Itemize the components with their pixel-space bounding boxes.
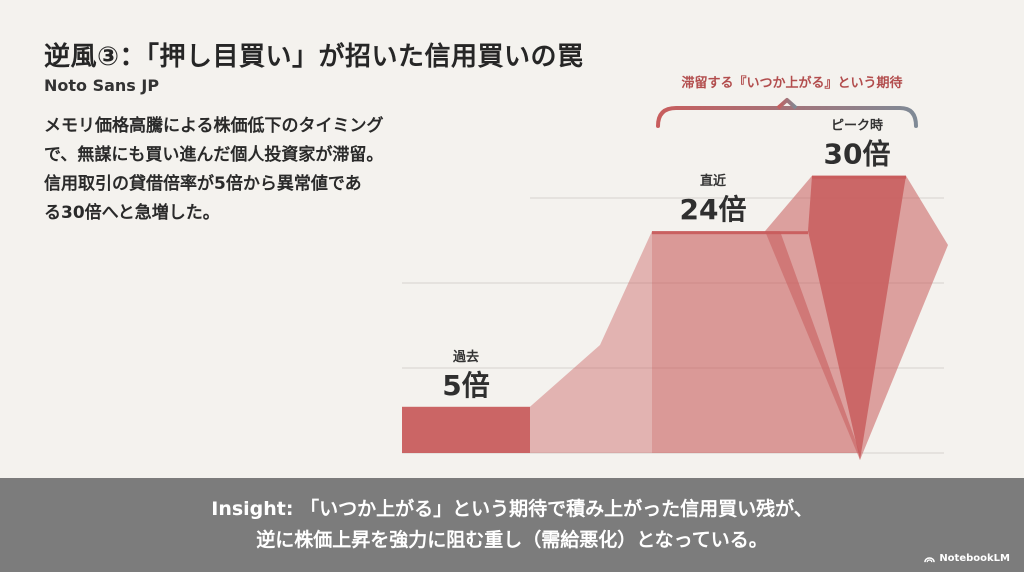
insight-line: 逆に株価上昇を強力に阻む重し（需給悪化）となっている。 [256, 529, 768, 551]
category-label: 過去 [452, 349, 479, 365]
description-line: メモリ価格高騰による株価低下のタイミング [44, 116, 384, 136]
brand-watermark: NotebookLM [924, 553, 1010, 564]
area-ramp [530, 231, 652, 453]
description-line: 信用取引の貸借倍率が5倍から異常値であ [44, 174, 362, 194]
insight-line: Insight: 「いつか上がる」という期待で積み上がった信用買い残が、 [211, 498, 813, 520]
brand-label: NotebookLM [939, 553, 1010, 564]
bar-recent-top [652, 231, 808, 235]
area-body [652, 231, 860, 453]
bracket-line [656, 106, 918, 128]
notebooklm-logo-icon [924, 557, 936, 563]
category-label: 直近 [700, 173, 726, 189]
bar-peak-top [812, 175, 906, 179]
bar-past [402, 406, 530, 453]
bracket-annotation: 滞留する『いつか上がる』という期待 [681, 75, 902, 91]
description-line: る30倍へと急増した。 [44, 203, 220, 223]
description-text: メモリ価格高騰による株価低下のタイミング で、無謀にも買い進んだ個人投資家が滞留… [44, 112, 444, 228]
value-label: 24倍 [680, 193, 747, 226]
value-label: 30倍 [824, 138, 891, 171]
slide-subtitle: Noto Sans JP [44, 76, 160, 95]
bracket-notch [776, 98, 798, 110]
area-peak-front [808, 175, 906, 460]
value-label: 5倍 [442, 369, 489, 402]
insight-banner: Insight: 「いつか上がる」という期待で積み上がった信用買い残が、 逆に株… [0, 478, 1024, 572]
category-label: ピーク時 [831, 118, 883, 134]
slide-title: 逆風③：「押し目買い」が招いた信用買いの罠 [44, 42, 584, 72]
description-line: で、無謀にも買い進んだ個人投資家が滞留。 [44, 145, 384, 165]
